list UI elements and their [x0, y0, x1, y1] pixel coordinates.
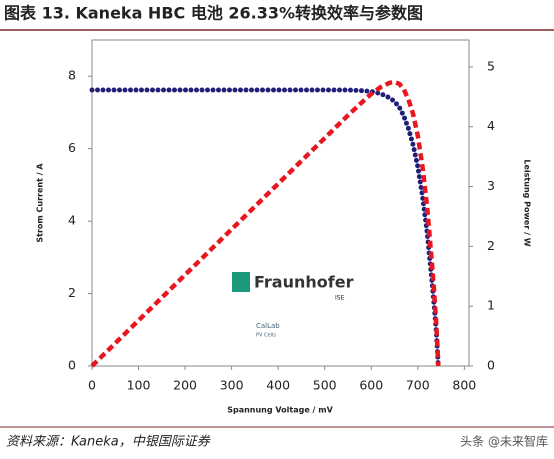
- y-tick-label: 4: [68, 213, 76, 228]
- y2-axis-label: Leistung Power / W: [523, 159, 532, 246]
- x-tick-label: 600: [359, 378, 383, 393]
- x-tick-label: 300: [220, 378, 244, 393]
- current-curve: [89, 87, 441, 369]
- x-tick-label: 200: [173, 378, 197, 393]
- x-tick-label: 100: [127, 378, 151, 393]
- y2-tick-label: 0: [487, 358, 495, 373]
- x-tick-label: 800: [452, 378, 476, 393]
- y2-tick-label: 4: [487, 118, 495, 133]
- x-tick-label: 700: [406, 378, 430, 393]
- logo-text: Fraunhofer: [254, 273, 354, 292]
- logo-text: PV Cells: [256, 333, 276, 339]
- logo-text: ISE: [335, 295, 345, 302]
- logo-mark: [232, 272, 250, 292]
- y2-tick-label: 1: [487, 298, 495, 313]
- x-tick-label: 400: [266, 378, 290, 393]
- y-tick-label: 6: [68, 140, 76, 155]
- y2-tick-label: 2: [487, 238, 495, 253]
- y2-tick-label: 3: [487, 178, 495, 193]
- y-tick-label: 2: [68, 285, 76, 300]
- x-axis-label: Spannung Voltage / mV: [227, 406, 333, 415]
- logo-text: CalLab: [256, 322, 280, 330]
- source: 资料来源：Kaneka，中银国际证券: [6, 435, 211, 450]
- plot-frame: [91, 39, 470, 367]
- y2-tick-label: 5: [487, 58, 495, 73]
- y-tick-label: 8: [68, 68, 76, 83]
- x-tick-label: 0: [88, 378, 96, 393]
- x-tick-label: 500: [313, 378, 337, 393]
- watermark: 头条 @未来智库: [460, 434, 548, 449]
- y-axis-label: Strom Current / A: [36, 163, 45, 243]
- power-curve: [90, 79, 441, 368]
- y-tick-label: 0: [68, 358, 76, 373]
- title: 图表 13. Kaneka HBC 电池 26.33%转换效率与参数图: [4, 4, 423, 23]
